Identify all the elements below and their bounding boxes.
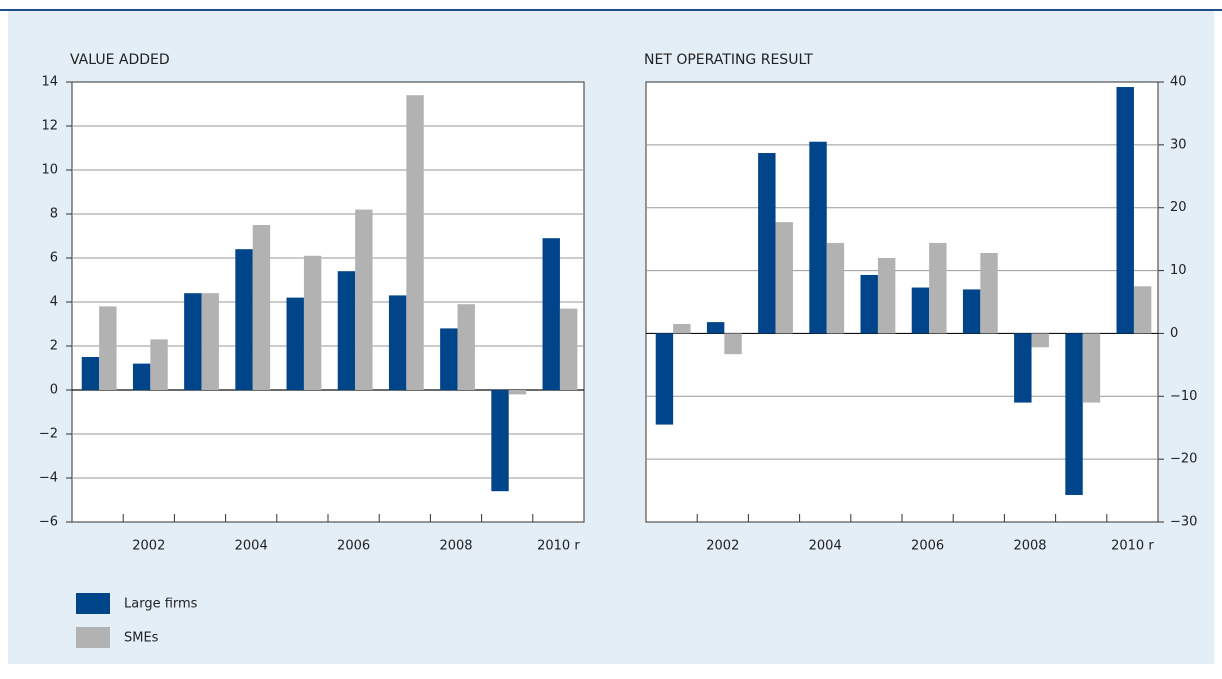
- x-tick-label: 2002: [706, 539, 739, 554]
- chart-title: VALUE ADDED: [70, 52, 170, 68]
- chart-title: NET OPERATING RESULT: [644, 52, 813, 68]
- y-tick-label: 30: [1170, 137, 1187, 152]
- bar: [980, 252, 998, 334]
- x-tick-label: 2006: [911, 539, 944, 554]
- y-tick-label: 4: [50, 295, 58, 310]
- x-tick-label: 2010 r: [1111, 539, 1154, 554]
- bar: [457, 304, 475, 390]
- bar: [724, 333, 742, 355]
- bar: [99, 306, 117, 390]
- bar: [542, 238, 560, 390]
- x-tick-label: 2004: [235, 539, 268, 554]
- bar: [132, 363, 151, 390]
- bar: [355, 209, 373, 390]
- y-tick-label: 12: [41, 119, 58, 134]
- y-tick-label: −4: [39, 471, 58, 486]
- y-tick-label: −30: [1170, 515, 1197, 530]
- bar: [491, 390, 509, 492]
- bar: [184, 293, 202, 390]
- y-tick-label: −6: [39, 515, 58, 530]
- y-tick-label: 10: [41, 163, 58, 178]
- y-tick-label: 6: [50, 251, 58, 266]
- y-tick-label: 2: [50, 339, 58, 354]
- bar: [559, 308, 578, 390]
- bar: [81, 357, 100, 390]
- bar: [1031, 333, 1049, 348]
- x-tick-label: 2006: [337, 539, 370, 554]
- bar: [826, 242, 845, 334]
- y-tick-label: −2: [39, 427, 58, 442]
- bar: [201, 293, 219, 390]
- bar: [508, 390, 527, 395]
- y-tick-label: 14: [41, 75, 58, 90]
- bar: [877, 258, 896, 334]
- bar: [388, 295, 407, 390]
- bar: [337, 271, 356, 390]
- bar: [860, 274, 878, 334]
- bar: [303, 255, 322, 390]
- bar: [775, 222, 793, 334]
- bar: [809, 141, 827, 334]
- x-tick-label: 2004: [809, 539, 842, 554]
- bar: [1082, 333, 1101, 403]
- bar: [758, 153, 776, 334]
- bar: [252, 225, 271, 390]
- bar: [286, 297, 304, 390]
- bar: [1116, 87, 1134, 334]
- bar: [911, 287, 930, 334]
- legend-swatch: [76, 593, 110, 614]
- y-tick-label: 10: [1170, 263, 1187, 278]
- bar: [150, 339, 168, 390]
- y-tick-label: 40: [1170, 75, 1187, 90]
- y-tick-label: 20: [1170, 200, 1187, 215]
- y-tick-label: 0: [1170, 326, 1178, 341]
- bar: [706, 322, 725, 334]
- y-tick-label: −10: [1170, 389, 1197, 404]
- bar: [962, 289, 981, 334]
- legend-label: Large firms: [124, 597, 198, 612]
- bar: [655, 333, 674, 425]
- x-tick-label: 2008: [1013, 539, 1046, 554]
- bar: [1065, 333, 1083, 495]
- legend-swatch: [76, 627, 110, 648]
- legend-label: SMEs: [124, 631, 159, 646]
- bar: [1014, 333, 1032, 403]
- x-tick-label: 2002: [132, 539, 165, 554]
- bar: [440, 328, 458, 390]
- x-tick-label: 2008: [439, 539, 472, 554]
- bar: [235, 249, 253, 390]
- y-tick-label: −20: [1170, 452, 1197, 467]
- bar: [406, 95, 424, 390]
- bar: [673, 324, 691, 334]
- bar: [929, 242, 947, 334]
- y-tick-label: 0: [50, 383, 58, 398]
- y-tick-label: 8: [50, 207, 58, 222]
- x-tick-label: 2010 r: [537, 539, 580, 554]
- bar: [1133, 286, 1152, 334]
